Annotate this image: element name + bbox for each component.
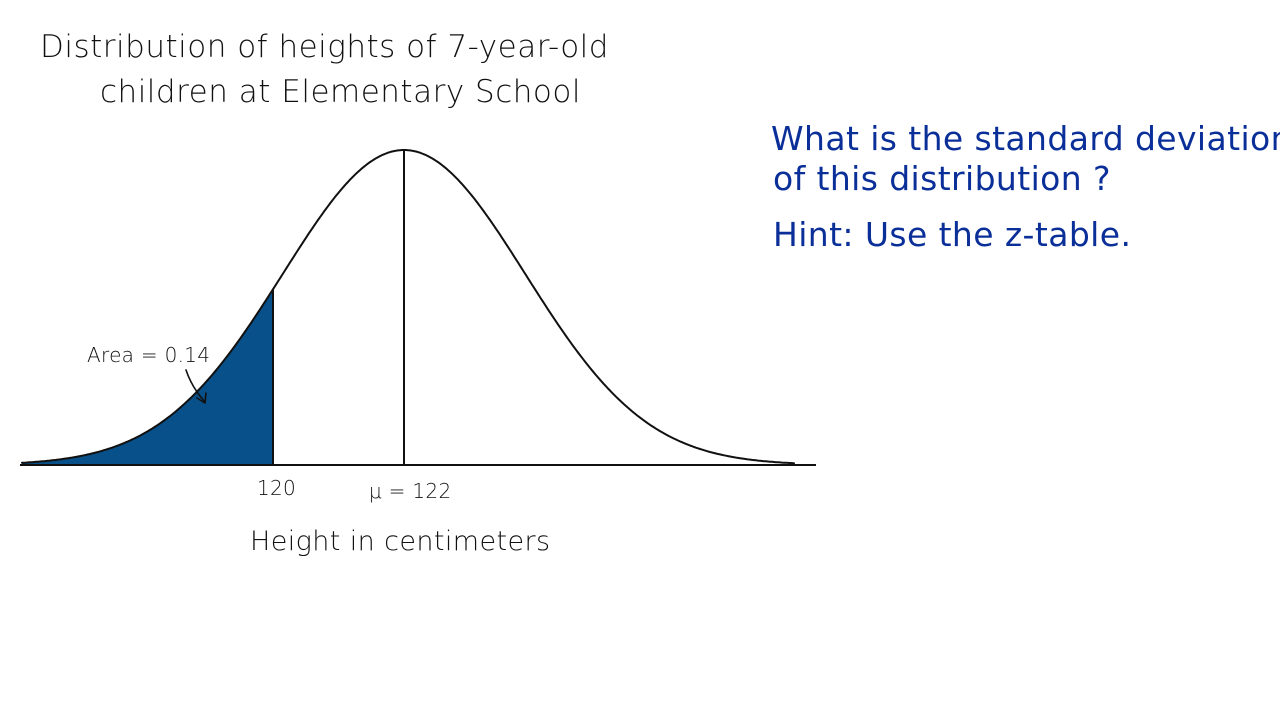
area-label: Area = 0.14 (87, 343, 210, 367)
marked-value-label: 120 (257, 476, 296, 500)
title-line-1: Distribution of heights of 7-year-old (40, 29, 609, 65)
title-line-2: children at Elementary School (100, 74, 581, 110)
bell-curve (21, 149, 795, 465)
question-line-2: of this distribution ? (773, 159, 1111, 198)
shaded-area-left-tail (22, 289, 273, 465)
question-line-1: What is the standard deviation (771, 119, 1280, 158)
x-axis-label: Height in centimeters (250, 526, 550, 557)
hint-text: Hint: Use the z-table. (773, 215, 1131, 254)
area-arrow-head (196, 392, 207, 404)
mean-label: μ = 122 (369, 479, 451, 503)
area-arrow (185, 369, 206, 403)
